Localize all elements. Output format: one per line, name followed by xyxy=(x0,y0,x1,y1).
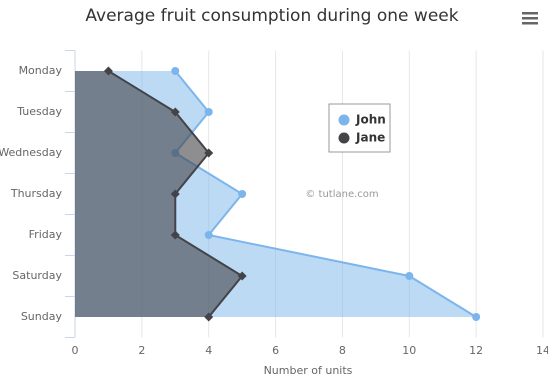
marker xyxy=(204,148,214,158)
x-axis-title: Number of units xyxy=(264,364,353,377)
y-tick-label: Tuesday xyxy=(16,105,62,118)
chart-title: Average fruit consumption during one wee… xyxy=(85,6,458,26)
x-tick-label: 10 xyxy=(402,344,416,357)
marker xyxy=(472,313,481,321)
legend-label: John xyxy=(355,113,386,127)
marker xyxy=(170,230,180,240)
x-tick-label: 14 xyxy=(536,344,548,357)
legend: John Jane xyxy=(328,103,391,153)
legend-symbol xyxy=(338,132,350,144)
legend-box xyxy=(328,103,391,153)
marker xyxy=(170,189,180,199)
menu-icon[interactable] xyxy=(522,12,538,25)
x-tick-label: 8 xyxy=(339,344,346,357)
credits: © tutlane.com xyxy=(305,189,378,200)
y-tick-label: Monday xyxy=(19,64,63,77)
marker xyxy=(204,231,213,239)
y-tick-label: Sunday xyxy=(21,310,63,323)
x-tick-label: 2 xyxy=(138,344,145,357)
marker xyxy=(204,312,214,322)
y-tick-label: Friday xyxy=(29,228,63,241)
marker xyxy=(171,67,180,75)
x-tick-label: 0 xyxy=(72,344,79,357)
x-tick-label: 6 xyxy=(272,344,279,357)
y-tick-label: Saturday xyxy=(12,269,62,282)
y-tick-label: Wednesday xyxy=(0,146,62,159)
legend-symbol xyxy=(338,114,350,126)
x-tick-label: 4 xyxy=(205,344,212,357)
marker xyxy=(238,190,247,198)
marker xyxy=(204,108,213,116)
marker xyxy=(405,272,414,280)
area-fill xyxy=(75,50,243,338)
marker xyxy=(170,107,180,117)
marker xyxy=(103,66,113,76)
marker xyxy=(237,271,247,281)
x-tick-label: 12 xyxy=(469,344,483,357)
y-tick-label: Thursday xyxy=(10,187,63,200)
legend-label: Jane xyxy=(355,131,385,145)
